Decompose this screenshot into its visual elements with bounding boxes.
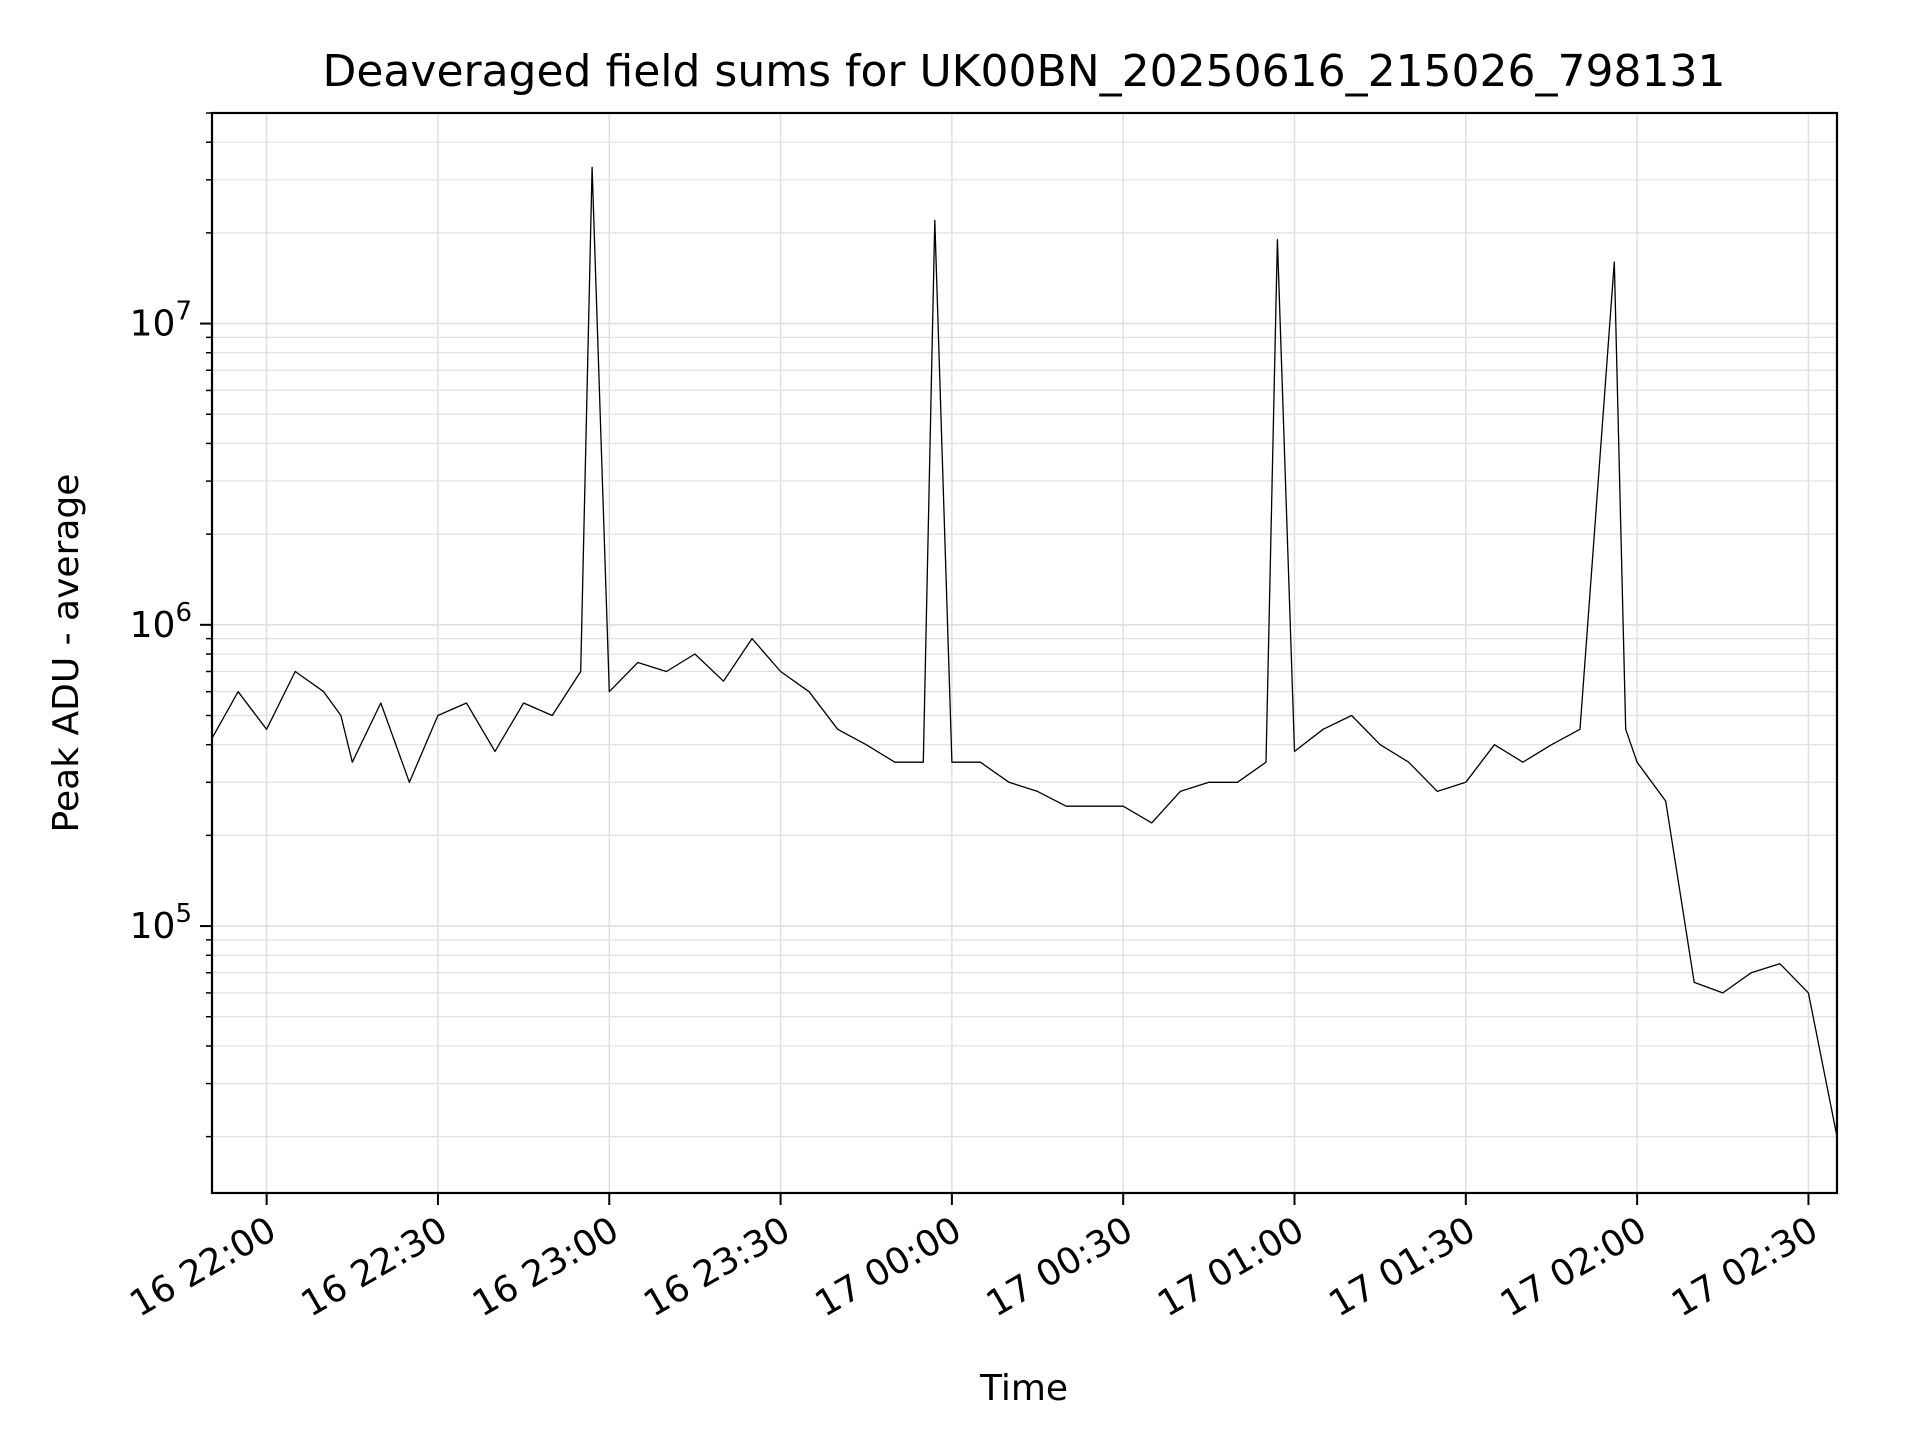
grid [212, 112, 1837, 1193]
plot-area [211, 166, 1838, 1137]
y-tick-label: 106 [130, 598, 192, 646]
y-tick-label: 107 [130, 297, 192, 345]
series-line [211, 166, 1838, 1137]
y-axis: 105 106 107 [130, 112, 212, 1138]
x-axis-label: Time [979, 1368, 1068, 1409]
plot-frame [210, 111, 1839, 1195]
y-axis-label: Peak ADU - average [46, 474, 87, 833]
y-tick-label: 105 [130, 899, 192, 947]
chart-title: Deaveraged field sums for UK00BN_2025061… [322, 46, 1725, 97]
